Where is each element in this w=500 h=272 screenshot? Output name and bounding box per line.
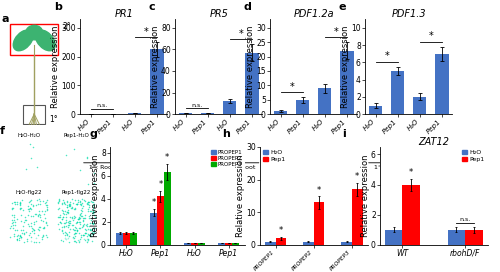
Bar (465, 230, 482, 245)
Bar (164, 172, 170, 245)
Y-axis label: Relative expression: Relative expression (90, 154, 100, 237)
Bar (218, 243, 225, 245)
Bar (436, 54, 448, 114)
Bar (352, 189, 362, 245)
Text: *: * (409, 168, 414, 177)
Text: 2°: Shoot: 2°: Shoot (416, 165, 446, 171)
Bar (369, 106, 382, 114)
Title: PR5: PR5 (210, 9, 228, 19)
Y-axis label: Relative expression: Relative expression (236, 154, 244, 237)
Bar (341, 242, 352, 245)
Text: *: * (144, 27, 148, 37)
Text: *: * (158, 180, 162, 189)
Ellipse shape (26, 25, 42, 40)
Y-axis label: Relative expression: Relative expression (360, 154, 370, 237)
Bar (198, 243, 205, 245)
Y-axis label: Relative expression: Relative expression (51, 25, 60, 108)
Title: PDF1.3: PDF1.3 (392, 9, 426, 19)
Text: 2°: Shoot: 2°: Shoot (321, 165, 350, 171)
Text: *: * (152, 198, 156, 207)
Text: *: * (238, 29, 243, 39)
Bar (246, 52, 258, 114)
Bar (265, 242, 276, 245)
Bar (150, 49, 164, 114)
Text: *: * (384, 51, 389, 61)
Bar (314, 202, 324, 245)
Text: d: d (244, 2, 252, 11)
Text: n.s.: n.s. (96, 103, 108, 108)
Text: h: h (222, 129, 230, 139)
Bar (303, 242, 314, 245)
Legend: PROPEP1, PROPEP2, PROPEP3: PROPEP1, PROPEP2, PROPEP3 (212, 150, 242, 167)
Text: a: a (2, 14, 9, 24)
Text: *: * (165, 153, 170, 162)
Bar (385, 230, 402, 245)
Bar (232, 243, 239, 245)
Text: i: i (342, 129, 346, 139)
Text: n.s.: n.s. (460, 217, 470, 222)
Bar (340, 51, 353, 114)
Bar (318, 88, 332, 114)
Text: *: * (355, 172, 360, 181)
Bar (157, 196, 164, 245)
Bar (130, 233, 136, 245)
Y-axis label: Relative expression: Relative expression (246, 25, 254, 108)
Text: b: b (54, 2, 62, 11)
Bar (296, 100, 310, 114)
Bar (402, 184, 420, 245)
Text: *: * (279, 226, 283, 235)
Ellipse shape (14, 30, 33, 51)
Bar (184, 243, 191, 245)
Legend: H₂O, Pep1: H₂O, Pep1 (462, 150, 484, 162)
Text: *: * (317, 186, 321, 194)
Text: n.s.: n.s. (191, 103, 202, 108)
Text: 1°: Root: 1°: Root (279, 165, 304, 171)
Text: c: c (149, 2, 156, 11)
Y-axis label: Relative expression: Relative expression (150, 25, 160, 108)
Text: 2°: Shoot: 2°: Shoot (226, 165, 256, 171)
Text: g: g (90, 129, 98, 139)
Bar (413, 97, 426, 114)
Title: PR1: PR1 (114, 9, 133, 19)
Bar (201, 113, 214, 114)
Text: e: e (338, 2, 346, 11)
Text: 2°: 2° (62, 23, 71, 32)
Bar (391, 71, 404, 114)
Bar (276, 238, 286, 245)
Text: 1°: 1° (49, 115, 58, 124)
Ellipse shape (36, 30, 55, 51)
Bar (128, 113, 141, 114)
Bar (223, 101, 236, 114)
Legend: H₂O, Pep1: H₂O, Pep1 (263, 150, 285, 162)
Text: *: * (428, 32, 433, 42)
Bar (225, 243, 232, 245)
Title: PDF1.2a: PDF1.2a (294, 9, 334, 19)
Text: *: * (290, 82, 294, 92)
Text: *: * (334, 27, 338, 37)
Text: 2°: Shoot: 2°: Shoot (131, 165, 160, 171)
Text: 1°: Root: 1°: Root (374, 165, 400, 171)
Bar (116, 233, 123, 245)
Bar (274, 111, 287, 114)
Y-axis label: Relative expression: Relative expression (341, 25, 350, 108)
Bar (150, 212, 157, 245)
Text: 1°: Root: 1°: Root (89, 165, 114, 171)
Text: 1°: Root: 1°: Root (184, 165, 210, 171)
Bar (191, 243, 198, 245)
Text: f: f (0, 126, 5, 136)
Bar (179, 113, 192, 114)
Bar (123, 233, 130, 245)
Bar (448, 230, 465, 245)
Title: ZAT12: ZAT12 (418, 137, 449, 147)
